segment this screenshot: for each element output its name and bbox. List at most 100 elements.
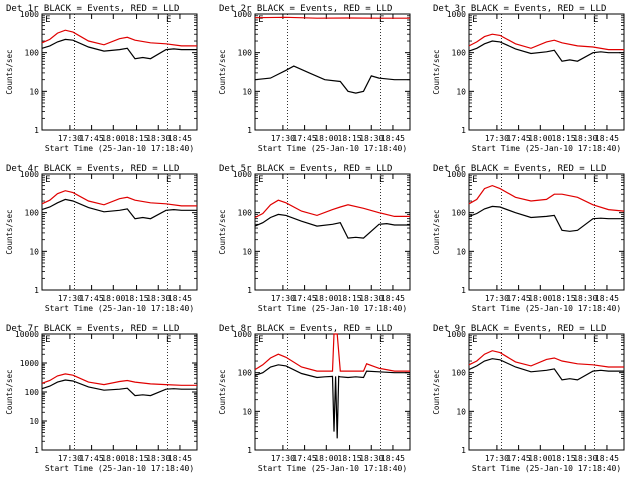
event-marker-label: E bbox=[472, 175, 477, 185]
event-marker-label: E bbox=[258, 175, 263, 185]
x-tick-label: 18:30 bbox=[146, 294, 170, 303]
chart-panel-3: Det 3r BLACK = Events, RED = LLD 1 10 100 10… bbox=[432, 4, 625, 153]
y-tick-label: 1 bbox=[247, 126, 252, 135]
y-tick-label: 1000 bbox=[233, 10, 252, 19]
x-tick-label: 17:30 bbox=[485, 294, 509, 303]
x-tick-label: 17:45 bbox=[507, 454, 531, 463]
event-marker-label: E bbox=[166, 335, 171, 345]
x-tick-label: 17:45 bbox=[80, 454, 104, 463]
y-tick-label: 100 bbox=[25, 388, 40, 397]
x-tick-label: 18:30 bbox=[573, 454, 597, 463]
x-tick-label: 17:45 bbox=[293, 294, 317, 303]
y-axis-label: Counts/sec bbox=[432, 49, 441, 94]
series-line-2 bbox=[254, 16, 410, 19]
plot-frame bbox=[41, 173, 198, 291]
plot-frame bbox=[254, 333, 411, 451]
event-marker-label: E bbox=[472, 15, 477, 25]
series-line-1 bbox=[468, 358, 624, 381]
event-marker-label: E bbox=[258, 335, 263, 345]
y-tick-label: 100 bbox=[238, 369, 253, 378]
x-tick-label: 18:00 bbox=[314, 134, 338, 143]
y-tick-label: 100 bbox=[452, 49, 467, 58]
y-tick-label: 10 bbox=[29, 417, 39, 426]
x-tick-label: 18:15 bbox=[338, 134, 362, 143]
x-tick-label: 17:45 bbox=[293, 454, 317, 463]
x-axis-label: Start Time (25-Jan-10 17:18:40) bbox=[472, 464, 621, 473]
y-tick-label: 1 bbox=[34, 126, 39, 135]
y-tick-label: 1000 bbox=[233, 330, 252, 339]
y-tick-label: 1000 bbox=[20, 170, 39, 179]
series-line-1 bbox=[41, 198, 197, 220]
x-tick-label: 18:00 bbox=[101, 134, 125, 143]
x-tick-label: 18:30 bbox=[146, 134, 170, 143]
chart-title: Det 5r BLACK = Events, RED = LLD bbox=[219, 164, 392, 174]
series-line-1 bbox=[254, 65, 410, 94]
x-tick-label: 18:30 bbox=[359, 454, 383, 463]
x-tick-label: 18:15 bbox=[552, 294, 576, 303]
x-axis-label: Start Time (25-Jan-10 17:18:40) bbox=[472, 304, 621, 313]
y-tick-label: 1000 bbox=[447, 330, 466, 339]
y-tick-label: 10 bbox=[456, 407, 466, 416]
plot-frame bbox=[41, 333, 198, 451]
y-axis-label: Counts/sec bbox=[5, 49, 14, 94]
y-tick-label: 100 bbox=[452, 209, 467, 218]
event-marker-label: E bbox=[593, 175, 598, 185]
y-tick-label: 10 bbox=[29, 247, 39, 256]
plot-frame bbox=[41, 13, 198, 131]
x-tick-label: 18:00 bbox=[101, 454, 125, 463]
x-tick-label: 18:30 bbox=[573, 294, 597, 303]
x-tick-label: 17:30 bbox=[271, 134, 295, 143]
x-axis-label: Start Time (25-Jan-10 17:18:40) bbox=[45, 144, 194, 153]
x-tick-label: 17:30 bbox=[271, 294, 295, 303]
y-tick-label: 10 bbox=[242, 247, 252, 256]
x-axis-label: Start Time (25-Jan-10 17:18:40) bbox=[472, 144, 621, 153]
series-line-2 bbox=[254, 333, 410, 372]
chart-panel-5: Det 5r BLACK = Events, RED = LLD 1 10 100 10… bbox=[218, 164, 411, 313]
x-tick-label: 18:45 bbox=[595, 134, 619, 143]
y-tick-label: 10 bbox=[242, 87, 252, 96]
y-tick-label: 1000 bbox=[447, 10, 466, 19]
chart-panel-4: Det 4r BLACK = Events, RED = LLD 1 10 100 10… bbox=[5, 164, 198, 313]
x-tick-label: 18:45 bbox=[381, 294, 405, 303]
x-tick-label: 18:15 bbox=[338, 454, 362, 463]
y-tick-label: 100 bbox=[238, 209, 253, 218]
chart-panel-2: Det 2r BLACK = Events, RED = LLD 1 10 100 10… bbox=[218, 4, 411, 153]
event-marker-label: E bbox=[258, 15, 263, 25]
y-tick-label: 1000 bbox=[447, 170, 466, 179]
event-marker-label: E bbox=[379, 175, 384, 185]
y-axis-label: Counts/sec bbox=[5, 209, 14, 254]
y-tick-label: 1000 bbox=[233, 170, 252, 179]
chart-title: Det 7r BLACK = Events, RED = LLD bbox=[6, 324, 179, 334]
chart-title: Det 2r BLACK = Events, RED = LLD bbox=[219, 4, 392, 14]
event-marker-label: E bbox=[166, 15, 171, 25]
y-tick-label: 10 bbox=[242, 407, 252, 416]
event-marker-label: E bbox=[166, 175, 171, 185]
event-marker-label: E bbox=[45, 175, 50, 185]
chart-panel-9: Det 9r BLACK = Events, RED = LLD 1 10 100 10… bbox=[432, 324, 625, 473]
y-tick-label: 1 bbox=[461, 446, 466, 455]
chart-title: Det 4r BLACK = Events, RED = LLD bbox=[6, 164, 179, 174]
y-axis-label: Counts/sec bbox=[218, 369, 227, 414]
series-line-1 bbox=[41, 38, 197, 60]
x-tick-label: 17:30 bbox=[58, 134, 82, 143]
series-line-2 bbox=[41, 373, 197, 386]
chart-panel-7: Det 7r BLACK = Events, RED = LLD 1 10 100 10… bbox=[5, 324, 198, 473]
y-tick-label: 1 bbox=[461, 286, 466, 295]
chart-panel-6: Det 6r BLACK = Events, RED = LLD 1 10 100 10… bbox=[432, 164, 625, 313]
x-tick-label: 18:45 bbox=[168, 294, 192, 303]
y-axis-label: Counts/sec bbox=[218, 209, 227, 254]
series-line-2 bbox=[254, 199, 410, 219]
y-tick-label: 1000 bbox=[20, 10, 39, 19]
series-line-2 bbox=[41, 29, 197, 47]
x-tick-label: 18:30 bbox=[359, 134, 383, 143]
y-tick-label: 1 bbox=[34, 286, 39, 295]
x-tick-label: 18:00 bbox=[528, 134, 552, 143]
y-tick-label: 1 bbox=[461, 126, 466, 135]
x-tick-label: 17:45 bbox=[507, 294, 531, 303]
plot-frame bbox=[254, 173, 411, 291]
event-marker-label: E bbox=[379, 15, 384, 25]
y-tick-label: 1 bbox=[247, 446, 252, 455]
event-marker-label: E bbox=[472, 335, 477, 345]
series-line-1 bbox=[468, 40, 624, 62]
